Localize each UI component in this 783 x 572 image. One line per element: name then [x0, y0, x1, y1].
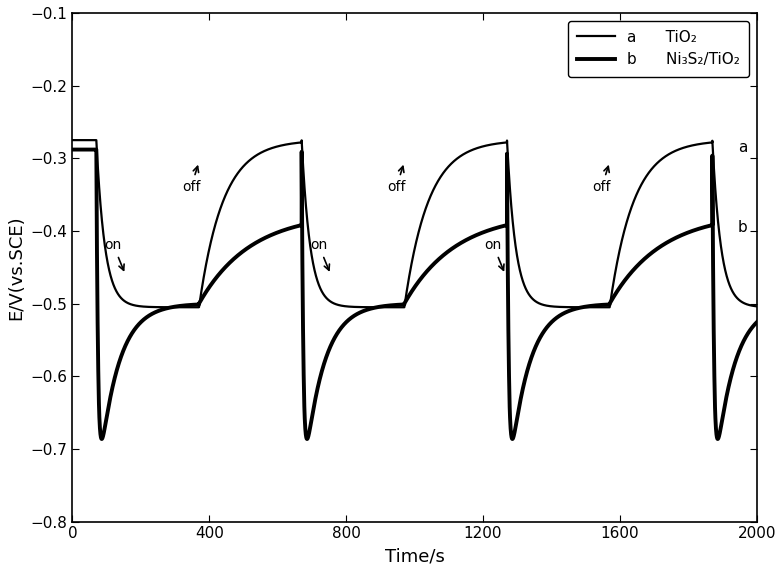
Text: a: a — [738, 140, 747, 155]
Text: off: off — [593, 166, 611, 194]
Text: off: off — [182, 166, 200, 194]
X-axis label: Time/s: Time/s — [384, 547, 445, 565]
Text: off: off — [388, 166, 406, 194]
Text: b: b — [738, 220, 748, 235]
Text: on: on — [485, 238, 504, 270]
Text: on: on — [310, 238, 330, 270]
Text: on: on — [105, 238, 124, 270]
Legend: a      TiO₂, b      Ni₃S₂/TiO₂: a TiO₂, b Ni₃S₂/TiO₂ — [568, 21, 749, 77]
Y-axis label: E/V(vs.SCE): E/V(vs.SCE) — [7, 215, 25, 320]
